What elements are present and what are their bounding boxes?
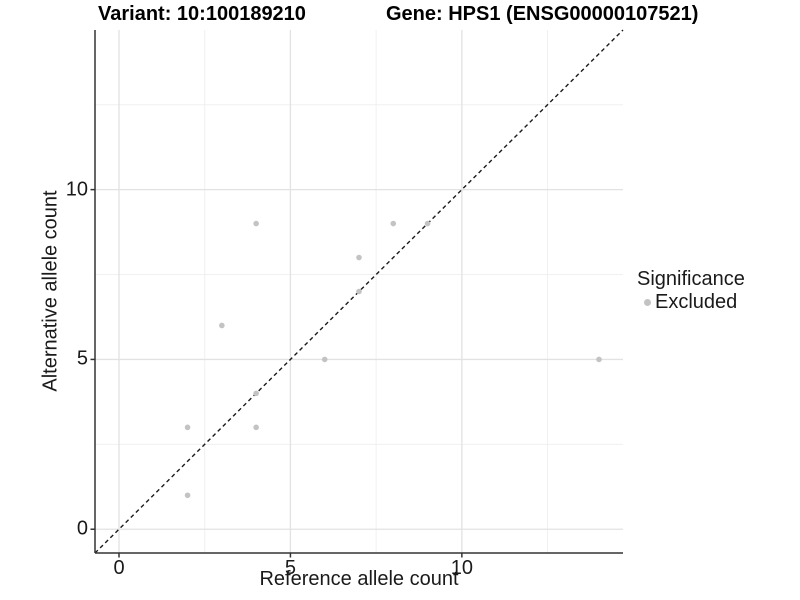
x-tick-label: 5 bbox=[284, 557, 296, 579]
y-axis-title: Alternative allele count bbox=[39, 190, 62, 392]
y-tick-label: 5 bbox=[76, 347, 88, 370]
data-point bbox=[219, 322, 225, 329]
data-point bbox=[596, 356, 602, 363]
data-point bbox=[253, 424, 259, 431]
plot-title-gene: Gene: HPS1 (ENSG00000107521) bbox=[386, 3, 699, 25]
data-point bbox=[253, 390, 259, 397]
legend-item-label: Excluded bbox=[655, 291, 738, 313]
data-point bbox=[424, 220, 431, 227]
x-axis-title: Reference allele count bbox=[259, 568, 459, 590]
legend-title: Significance bbox=[637, 268, 745, 290]
x-tick-label: 10 bbox=[450, 557, 473, 579]
data-point bbox=[184, 492, 191, 499]
data-point bbox=[321, 356, 328, 363]
data-point bbox=[253, 220, 259, 227]
data-point bbox=[390, 220, 397, 227]
excluded-point-icon bbox=[644, 298, 651, 306]
y-tick-label: 10 bbox=[65, 178, 88, 201]
data-point bbox=[356, 254, 362, 261]
plot-title-variant: Variant: 10:100189210 bbox=[98, 3, 306, 25]
legend: Significance Excluded bbox=[637, 268, 745, 313]
identity-dashed-line bbox=[94, 29, 624, 554]
y-tick-label: 0 bbox=[76, 517, 88, 540]
x-tick-label: 0 bbox=[113, 557, 125, 579]
legend-item-excluded: Excluded bbox=[637, 291, 745, 313]
data-point bbox=[184, 424, 191, 431]
data-point bbox=[356, 288, 362, 295]
